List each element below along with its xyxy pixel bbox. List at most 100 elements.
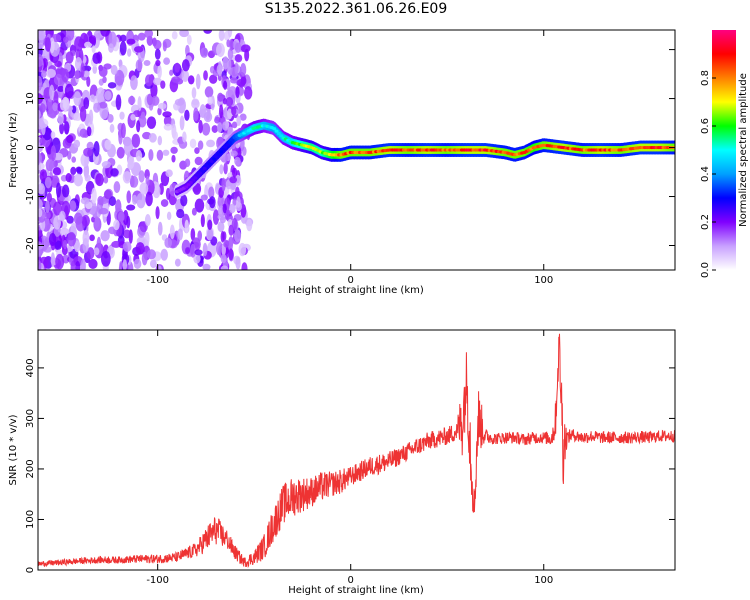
figure-title: S135.2022.361.06.26.E09 [264, 1, 448, 17]
spectral-cell [53, 201, 62, 216]
spectral-cell [94, 216, 100, 229]
y-tick-label: -10 [25, 188, 36, 204]
spectral-cell [44, 211, 51, 220]
spectral-cell [174, 62, 181, 73]
spectral-cell [187, 75, 195, 85]
spectral-cell [61, 68, 70, 83]
spectral-cell [89, 234, 95, 242]
spectral-cell [190, 228, 196, 241]
spectral-cell [160, 199, 169, 207]
spectral-cell [65, 172, 72, 183]
spectral-cell [220, 253, 227, 264]
spectral-cell [91, 216, 96, 223]
snr-series-line [38, 333, 675, 568]
spectral-cell [38, 194, 41, 206]
spectral-cell [128, 96, 136, 105]
spectral-cell [222, 203, 227, 214]
spectral-cell [235, 85, 240, 99]
spectral-cell [179, 30, 190, 38]
spectral-cell [57, 112, 64, 125]
spectral-cell [89, 35, 97, 45]
spectral-cell [104, 139, 112, 151]
spectral-cell [141, 251, 148, 266]
spectral-cell [103, 189, 112, 200]
spectral-cell [191, 99, 200, 109]
spectral-cell [216, 152, 221, 156]
snr-panel: -100 0 100 0 100 200 300 400 Height of straigh… [8, 329, 676, 596]
spectral-cell [232, 198, 237, 206]
spectral-cell [212, 209, 220, 225]
spectral-cell [100, 230, 110, 242]
spectral-cell [38, 42, 44, 49]
spectral-cell [144, 30, 154, 39]
spectral-cell [190, 243, 196, 258]
spectral-cell [80, 197, 90, 205]
spectral-cell [103, 176, 109, 184]
spectral-cell [38, 118, 45, 130]
spectral-cell [65, 51, 74, 64]
y-tick-label: 300 [25, 409, 36, 428]
spectral-cell [240, 63, 247, 77]
spectral-cell [207, 219, 213, 231]
spectral-cell [79, 128, 88, 138]
spectral-cell [100, 30, 110, 37]
spectral-cell [181, 69, 190, 82]
spectral-cell [122, 241, 132, 252]
colorbar [712, 30, 736, 270]
spectrogram-ylabel: Frequency (Hz) [8, 112, 19, 188]
spectral-cell [276, 131, 281, 136]
spectral-cell [54, 60, 62, 68]
spectral-cell [73, 212, 83, 225]
spectral-cell [236, 196, 241, 208]
spectral-cell [38, 260, 42, 270]
spectral-cell [69, 200, 77, 212]
spectral-cell [39, 137, 46, 145]
spectral-cell [231, 121, 238, 129]
spectral-cell [272, 127, 277, 131]
spectral-cell [162, 41, 167, 52]
spectral-cell [41, 70, 47, 78]
spectral-cell [144, 231, 150, 246]
spectral-cell [126, 204, 136, 211]
spectral-cell [239, 113, 247, 121]
spectral-cell [74, 57, 83, 71]
spectral-cell [155, 59, 161, 67]
snr-xlabel: Height of straight line (km) [288, 585, 424, 596]
spectral-cell [226, 39, 231, 48]
spectral-cell [97, 195, 104, 206]
spectral-cell [71, 156, 77, 163]
spectral-cell [55, 253, 65, 270]
spectral-cell [223, 162, 228, 175]
spectral-cell [182, 131, 187, 143]
y-tick-label: 200 [25, 459, 36, 478]
spectral-cell [38, 162, 45, 171]
spectral-cell [81, 214, 90, 227]
spectral-cell [228, 248, 234, 261]
spectral-cell [193, 176, 198, 180]
spectral-cell [231, 167, 238, 178]
spectral-cell [155, 206, 160, 220]
spectral-cell [92, 65, 98, 74]
spectral-cell [219, 164, 224, 175]
spectral-cell [73, 139, 81, 148]
spectral-cell [146, 116, 157, 129]
spectral-cell [234, 42, 242, 53]
spectral-cell [225, 97, 234, 107]
spectral-cell [110, 168, 119, 177]
spectral-cell [229, 38, 234, 51]
spectral-cell [233, 229, 242, 243]
spectrogram-x-ticks: -100 0 100 [146, 30, 553, 286]
spectral-cell [224, 211, 230, 220]
spectral-cell [274, 129, 279, 133]
spectral-cell [83, 147, 93, 157]
spectral-cell [194, 156, 203, 166]
spectral-cell [238, 242, 247, 257]
spectral-cell [108, 43, 114, 53]
spectral-cell [67, 231, 77, 247]
spectral-cell [191, 207, 197, 216]
spectral-cell [62, 36, 69, 43]
spectral-cell [214, 154, 219, 159]
spectral-cell [136, 199, 143, 208]
spectral-cell [76, 167, 83, 175]
spectral-cell [49, 84, 55, 101]
